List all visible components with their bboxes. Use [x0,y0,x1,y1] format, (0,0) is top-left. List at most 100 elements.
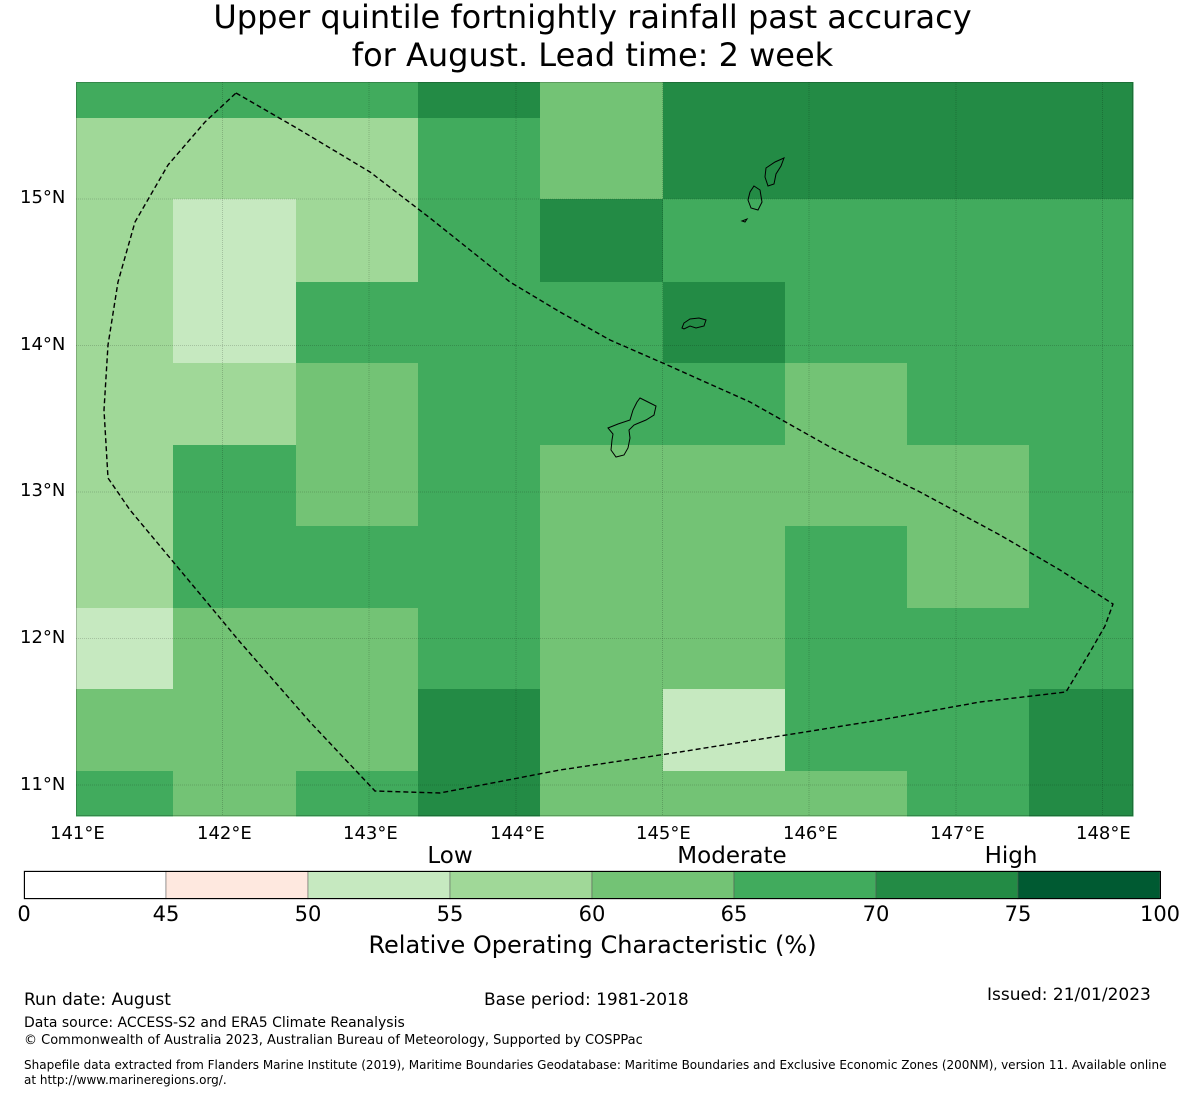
lon-label-147e: 147°E [930,823,985,844]
lon-label-148e: 148°E [1076,823,1131,844]
roc-cell [296,771,419,817]
roc-cell [663,363,786,446]
roc-cell [907,282,1030,364]
roc-cell [907,771,1030,817]
roc-cell [540,118,664,200]
roc-cell [663,771,786,817]
roc-cell [1029,282,1134,364]
colorbar-segment [165,870,309,900]
roc-cell [785,118,908,200]
island-rota [681,317,707,330]
roc-cell [173,771,297,817]
roc-cell [540,608,664,690]
colorbar-segment [307,870,451,900]
roc-cell [296,363,419,446]
colorbar-tick-60: 60 [578,902,606,926]
roc-cell [663,689,786,772]
roc-cell [785,689,908,772]
roc-cell [76,608,174,690]
colorbar-category-moderate: Moderate [677,843,787,869]
lon-label-143e: 143°E [343,823,398,844]
island-tinian [747,185,763,211]
roc-cell [296,118,419,200]
colorbar-segment [733,870,877,900]
roc-cell [785,282,908,364]
roc-cell [418,199,541,283]
roc-cell [540,282,664,364]
lat-label-14n: 14°N [20,334,66,355]
roc-cell [173,282,297,364]
roc-cell [296,445,419,527]
roc-cell [418,363,541,446]
roc-cell [173,608,297,690]
roc-cell [76,118,174,200]
roc-cell [907,363,1030,446]
roc-cell [418,526,541,609]
roc-cell [76,82,174,119]
roc-cell [785,199,908,283]
roc-cell [907,118,1030,200]
roc-cell [785,445,908,527]
roc-cell [296,526,419,609]
colorbar-tick-75: 75 [1004,902,1032,926]
colorbar-segment [1017,870,1161,900]
roc-cell [907,445,1030,527]
roc-cell [1029,526,1134,609]
roc-cell [540,82,664,119]
roc-cell [296,689,419,772]
colorbar-tick-65: 65 [720,902,748,926]
roc-cell [76,689,174,772]
colorbar-tick-100: 100 [1139,902,1181,926]
colorbar-frame [24,871,1161,899]
colorbar-tick-0: 0 [17,902,31,926]
roc-cell [76,771,174,817]
colorbar-segment [591,870,735,900]
lon-label-141e: 141°E [50,823,105,844]
roc-cell [173,363,297,446]
colorbar-tick-50: 50 [294,902,322,926]
roc-cell [296,82,419,119]
roc-cell [1029,82,1134,119]
roc-cell [785,82,908,119]
lon-label-146e: 146°E [783,823,838,844]
shapefile-credit-line1: Shapefile data extracted from Flanders M… [24,1058,1167,1072]
roc-cell [663,445,786,527]
roc-cell [907,82,1030,119]
base-period: Base period: 1981-2018 [484,990,689,1010]
roc-cell [1029,199,1134,283]
roc-cell [663,282,786,364]
island-guam [607,397,657,458]
colorbar-label: Relative Operating Characteristic (%) [368,931,817,959]
roc-cell [76,445,174,527]
roc-cell [296,608,419,690]
roc-cell [785,526,908,609]
island-saipan [764,157,785,187]
roc-cell [907,526,1030,609]
roc-cell [540,689,664,772]
roc-cell [1029,118,1134,200]
roc-cell [663,118,786,200]
lat-label-12n: 12°N [20,627,66,648]
colorbar-category-high: High [984,843,1038,869]
roc-cell [540,363,664,446]
roc-cell [785,363,908,446]
roc-cell [785,608,908,690]
lon-label-145e: 145°E [636,823,691,844]
roc-cell [173,526,297,609]
roc-cell [76,282,174,364]
roc-cell [540,199,664,283]
roc-cell [173,82,297,119]
roc-cell [907,199,1030,283]
roc-cell [296,282,419,364]
colorbar-tick-70: 70 [862,902,890,926]
roc-cell [907,608,1030,690]
roc-cell [540,771,664,817]
lat-label-15n: 15°N [20,187,66,208]
roc-cell [1029,771,1134,817]
roc-cell [418,282,541,364]
lat-label-13n: 13°N [20,480,66,501]
roc-cell [418,445,541,527]
lon-label-142e: 142°E [197,823,252,844]
roc-cell [296,199,419,283]
colorbar-tick-55: 55 [436,902,464,926]
